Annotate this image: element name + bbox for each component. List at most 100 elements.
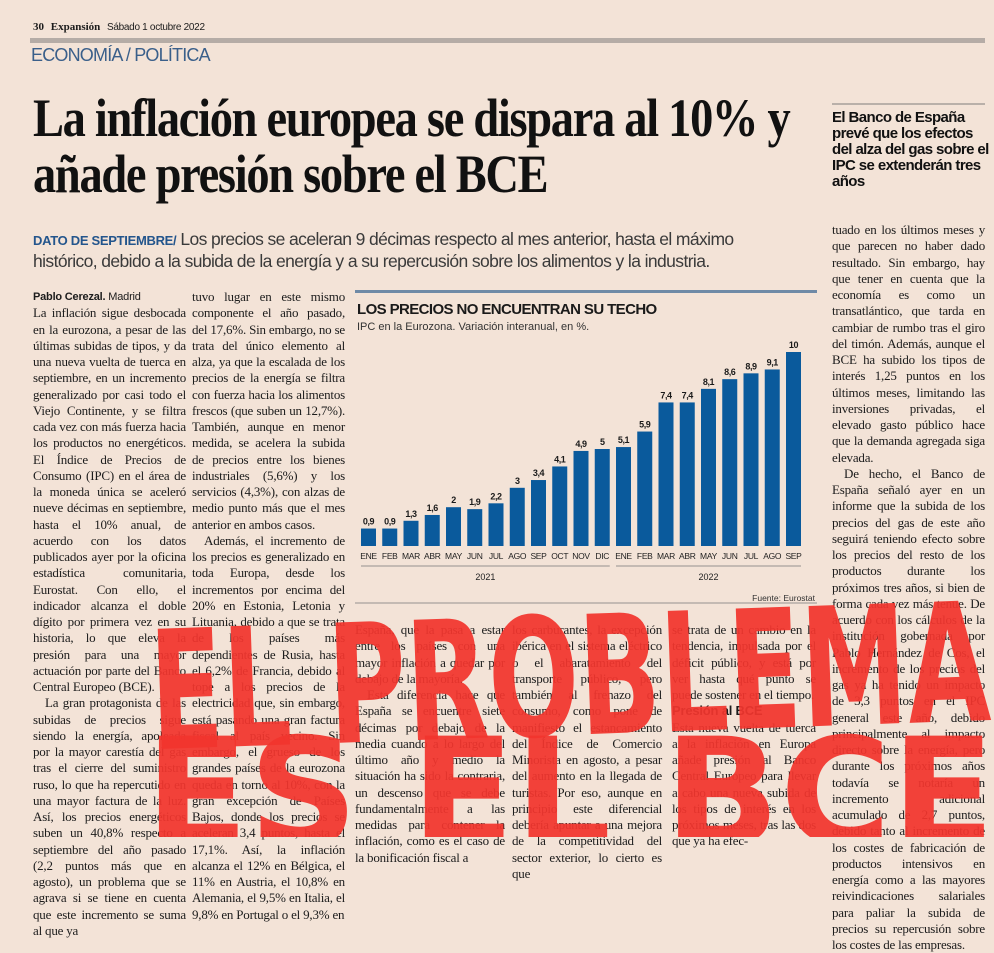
bar — [361, 528, 376, 546]
column-5: se trata de un cambio en la tendencia, i… — [672, 622, 816, 850]
sidebar-rule — [832, 103, 985, 105]
chart-subtitle: IPC en la Eurozona. Variación interanual… — [357, 321, 589, 333]
x-tick-label: ABR — [679, 551, 696, 561]
x-tick-label: JUL — [489, 551, 504, 561]
paragraph: se trata de un cambio en la tendencia, i… — [672, 622, 816, 702]
deck: DATO DE SEPTIEMBRE/Los precios se aceler… — [33, 229, 778, 271]
data-label: 7,4 — [660, 390, 672, 400]
x-tick-label: MAY — [445, 551, 463, 561]
column-1: Pablo Cerezal. Madrid La inflación sigue… — [33, 289, 186, 939]
bar — [531, 480, 546, 546]
data-label: 9,1 — [767, 357, 779, 367]
bar — [743, 373, 759, 546]
side-summary: El Banco de España prevé que los efectos… — [832, 109, 989, 190]
paragraph: tuvo lugar en este mismo componente el a… — [192, 289, 345, 532]
x-tick-label: MAR — [657, 551, 675, 561]
byline-place: Madrid — [108, 291, 141, 303]
data-label: 3 — [515, 476, 520, 486]
x-tick-label: MAR — [402, 551, 420, 561]
bar — [616, 447, 631, 546]
paragraph: España, que la pasa a estar entre los pa… — [355, 622, 505, 686]
data-label: 8,9 — [745, 361, 757, 371]
year-label: 2022 — [698, 572, 718, 582]
column-4: los carburantes, la excepción ibérica en… — [512, 622, 662, 882]
x-tick-label: SEP — [785, 551, 802, 561]
data-label: 1,3 — [405, 509, 417, 519]
x-tick-label: JUN — [467, 551, 483, 561]
x-tick-label: FEB — [637, 551, 653, 561]
top-rule — [30, 38, 985, 43]
data-label: 0,9 — [384, 517, 396, 527]
newspaper-brand: Expansión — [50, 21, 101, 33]
paragraph: La gran protagonista de las subidas de p… — [33, 695, 186, 938]
bar — [679, 402, 695, 546]
x-tick-label: JUL — [744, 551, 759, 561]
bar — [509, 487, 525, 546]
paragraph: Esta diferencia hace que España se encue… — [355, 687, 505, 865]
x-tick-label: ABR — [424, 551, 441, 561]
paragraph: Además, el incremento de los precios es … — [192, 532, 345, 922]
data-label: 10 — [789, 340, 799, 350]
year-label: 2021 — [475, 572, 495, 582]
bar — [658, 402, 674, 546]
data-label: 2,2 — [490, 491, 502, 501]
x-tick-label: DIC — [595, 551, 609, 561]
headline: La inflación europea se dispara al 10% y… — [33, 88, 791, 204]
data-label: 8,1 — [703, 377, 715, 387]
section-label: ECONOMÍA / POLÍTICA — [31, 45, 211, 65]
bar — [722, 379, 738, 546]
x-tick-label: ENE — [360, 551, 377, 561]
subheading: Presión al BCE — [672, 703, 763, 719]
paragraph: los carburantes, la excepción ibérica en… — [512, 622, 662, 881]
data-label: 2 — [451, 495, 456, 505]
x-tick-label: SEP — [530, 551, 547, 561]
inflation-bar-chart: LOS PRECIOS NO ENCUENTRAN SU TECHO IPC e… — [355, 290, 817, 604]
x-tick-label: NOV — [572, 551, 590, 561]
bars: 0,9 ENE 0,9 FEB 1,3 MAR 1,6 ABR 2 MAY 1,9 JUN 2,2 JUL… — [360, 340, 802, 582]
data-label: 3,4 — [533, 468, 545, 478]
x-tick-label: AGO — [763, 551, 782, 561]
data-label: 1,6 — [427, 503, 439, 513]
issue-date: Sábado 1 octubre 2022 — [107, 22, 205, 33]
x-tick-label: AGO — [508, 551, 527, 561]
byline-author: Pablo Cerezal. — [33, 291, 106, 303]
bar — [573, 450, 589, 546]
bar — [467, 509, 483, 546]
deck-label: DATO DE SEPTIEMBRE/ — [33, 233, 177, 248]
column-3: España, que la pasa a estar entre los pa… — [355, 622, 505, 866]
paragraph: tuado en los últimos meses y que parecen… — [832, 222, 985, 465]
bar — [594, 449, 610, 546]
bar — [786, 352, 801, 546]
deck-text: Los precios se aceleran 9 décimas respec… — [33, 229, 734, 271]
data-label: 4,1 — [554, 454, 566, 464]
paragraph: Esta nueva vuelta de tuerca a la inflaci… — [672, 719, 816, 849]
column-2: tuvo lugar en este mismo componente el a… — [192, 289, 345, 923]
column-6: tuado en los últimos meses y que parecen… — [832, 222, 985, 953]
data-label: 0,9 — [363, 517, 375, 527]
x-tick-label: JUN — [722, 551, 738, 561]
data-label: 1,9 — [469, 497, 481, 507]
bar — [552, 466, 568, 546]
x-tick-label: FEB — [382, 551, 398, 561]
paragraph: De hecho, el Banco de España señaló ayer… — [832, 465, 985, 952]
data-label: 4,9 — [575, 439, 587, 449]
chart-source: Fuente: Eurostat — [752, 593, 815, 603]
chart-title: LOS PRECIOS NO ENCUENTRAN SU TECHO — [357, 301, 658, 318]
paragraph: La inflación sigue desbocada en la euroz… — [33, 305, 186, 694]
bar — [403, 520, 419, 546]
page-number: 30 — [33, 21, 44, 33]
bar — [701, 388, 716, 546]
page-folio: 30 Expansión Sábado 1 octubre 2022 — [33, 21, 205, 33]
chart-top-rule — [355, 290, 817, 293]
bar — [488, 503, 504, 546]
x-tick-label: ENE — [615, 551, 632, 561]
bar — [424, 514, 440, 546]
bar — [764, 369, 780, 546]
x-tick-label: MAY — [700, 551, 718, 561]
x-tick-label: OCT — [551, 551, 568, 561]
bar — [446, 507, 461, 546]
data-label: 5 — [600, 437, 605, 447]
data-label: 5,1 — [618, 435, 630, 445]
data-label: 7,4 — [682, 390, 694, 400]
bar — [637, 431, 653, 546]
